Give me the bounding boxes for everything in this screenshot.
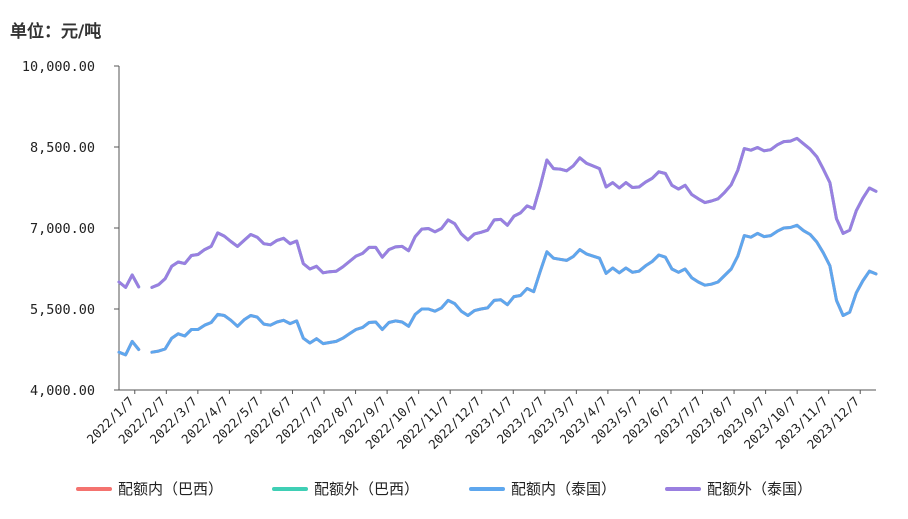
- legend: 配额内（巴西） 配额外（巴西） 配额内（泰国） 配额外（泰国）: [0, 478, 908, 504]
- series-line-0-segment-1: [150, 223, 878, 354]
- chart-axes: [118, 66, 876, 391]
- series-line-2-segment-0: [117, 339, 141, 357]
- series-line-1-segment-1: [150, 136, 878, 289]
- legend-label-3: 配额外（泰国）: [707, 480, 813, 498]
- y-axis-ticks: 4,000.00 5,500.00 7,000.00 8,500.00 10,000.0…: [22, 59, 119, 399]
- series-lines: [117, 136, 878, 357]
- legend-label-2: 配额内（泰国）: [511, 480, 617, 498]
- y-tick-label: 10,000.00: [22, 59, 95, 75]
- y-tick-label: 4,000.00: [30, 383, 95, 399]
- legend-label-1: 配额外（巴西）: [314, 480, 420, 498]
- x-axis-ticks: 2022/1/72022/2/72022/3/72022/4/72022/5/7…: [84, 390, 862, 452]
- series-line-3-segment-0: [117, 273, 141, 289]
- legend-item-2: 配额内（泰国）: [469, 478, 616, 499]
- legend-swatch-0: [76, 486, 112, 491]
- y-tick-label: 5,500.00: [30, 302, 95, 318]
- legend-item-0: 配额内（巴西）: [76, 478, 223, 499]
- legend-swatch-3: [665, 486, 701, 491]
- legend-swatch-2: [469, 486, 505, 491]
- legend-item-3: 配额外（泰国）: [665, 478, 812, 499]
- unit-label: 单位：元/吨: [10, 22, 102, 42]
- legend-item-1: 配额外（巴西）: [272, 478, 419, 499]
- legend-swatch-1: [272, 486, 308, 491]
- series-line-2-segment-1: [150, 223, 878, 354]
- y-tick-label: 8,500.00: [30, 140, 95, 156]
- series-line-3-segment-1: [150, 136, 878, 289]
- y-tick-label: 7,000.00: [30, 221, 95, 237]
- legend-label-0: 配额内（巴西）: [118, 480, 224, 498]
